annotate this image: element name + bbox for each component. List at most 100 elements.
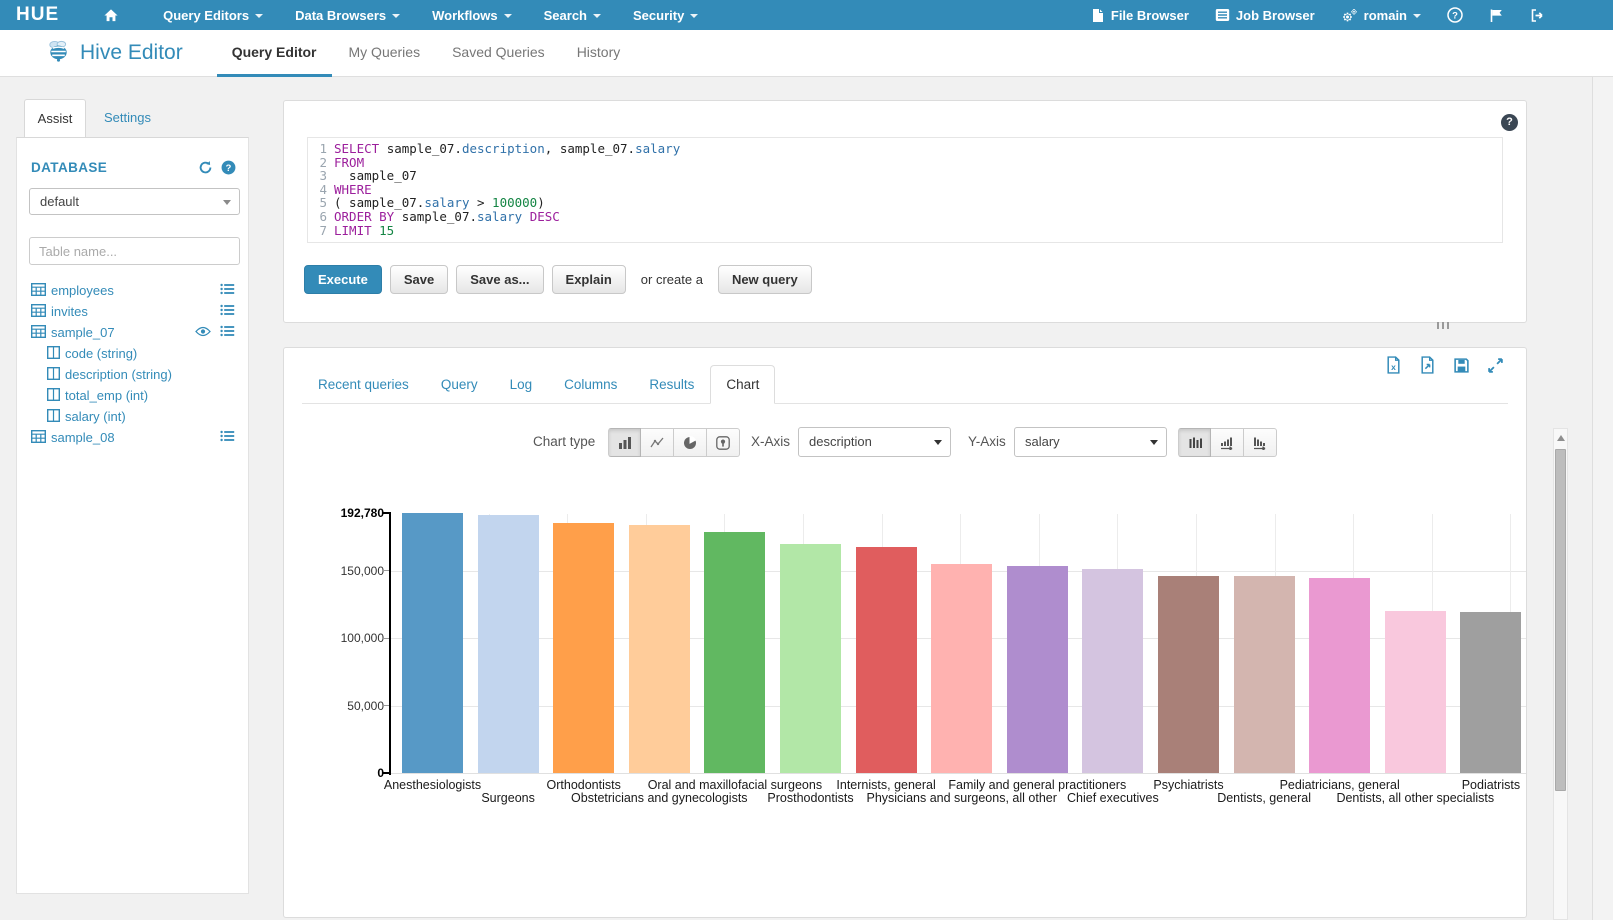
chart-type-bars-button[interactable] <box>608 428 641 457</box>
column-item-code[interactable]: code (string) <box>17 343 248 364</box>
chart-bar-anesthesiologists[interactable] <box>402 512 463 773</box>
column-name: total_emp (int) <box>65 388 149 403</box>
menu-query-editors[interactable]: Query Editors <box>147 0 279 30</box>
download-file-icon[interactable] <box>1419 356 1436 374</box>
menu-data-browsers[interactable]: Data Browsers <box>279 0 416 30</box>
chart-bar-orthodontists[interactable] <box>553 522 615 773</box>
nav-flag[interactable] <box>1476 0 1517 30</box>
explain-button[interactable]: Explain <box>551 265 626 294</box>
table-details-icon[interactable] <box>220 304 235 319</box>
chart-bar-pediatricians-general[interactable] <box>1309 577 1371 773</box>
expand-results-icon[interactable] <box>1487 357 1504 374</box>
chart-type-pie-button[interactable] <box>674 428 707 457</box>
chart-type-line-button[interactable] <box>641 428 674 457</box>
nav-romain[interactable]: romain <box>1328 0 1434 30</box>
result-tab-log[interactable]: Log <box>509 377 533 392</box>
hive-editor-home[interactable]: Hive Editor <box>45 37 183 70</box>
file-icon <box>1091 8 1105 23</box>
menu-label: Data Browsers <box>295 7 387 23</box>
subtab-query-editor[interactable]: Query Editor <box>216 30 332 77</box>
caret-down-icon <box>255 13 264 18</box>
nav-sign-out[interactable] <box>1517 0 1558 30</box>
chart-bar-prosthodontists[interactable] <box>780 543 841 773</box>
table-item-invites[interactable]: invites <box>17 301 248 322</box>
sort-ascending-button[interactable] <box>1211 428 1244 457</box>
sort-none-button[interactable] <box>1178 428 1211 457</box>
hue-logo[interactable]: HUE <box>16 4 60 25</box>
column-item-description[interactable]: description (string) <box>17 364 248 385</box>
x-axis-select[interactable]: description <box>798 427 951 457</box>
home-button[interactable] <box>103 8 119 23</box>
database-select[interactable]: default <box>29 188 240 215</box>
subtab-my-queries[interactable]: My Queries <box>348 43 421 60</box>
subtab-history[interactable]: History <box>576 43 621 60</box>
scrollbar-thumb[interactable] <box>1555 449 1566 791</box>
sql-line[interactable]: 4 WHERE <box>308 183 1502 197</box>
tab-assist[interactable]: Assist <box>24 99 86 138</box>
result-tab-columns[interactable]: Columns <box>564 377 618 392</box>
result-tab-chart[interactable]: Chart <box>710 365 776 404</box>
save-button[interactable]: Save <box>389 265 449 294</box>
table-details-icon[interactable] <box>220 325 235 340</box>
sql-line[interactable]: 6 ORDER BY sample_07. salary DESC <box>308 210 1502 224</box>
scroll-up-arrow-icon[interactable] <box>1557 435 1565 441</box>
execute-button[interactable]: Execute <box>304 265 382 294</box>
y-tick-mark <box>382 637 389 639</box>
y-tick-mark <box>382 772 389 774</box>
nav-file-browser[interactable]: File Browser <box>1078 0 1202 30</box>
column-item-salary[interactable]: salary (int) <box>17 406 248 427</box>
sql-line[interactable]: 2 FROM <box>308 155 1502 170</box>
table-details-icon[interactable] <box>220 283 235 298</box>
chart-bar-obstetricians-and-gynecologists[interactable] <box>628 525 690 773</box>
preview-eye-icon[interactable] <box>195 325 211 340</box>
chart-bar-surgeons[interactable] <box>477 514 539 773</box>
sql-line[interactable]: 3 sample_07 <box>308 169 1502 183</box>
column-item-total-emp[interactable]: total_emp (int) <box>17 385 248 406</box>
tab-settings[interactable]: Settings <box>104 110 151 125</box>
refresh-icon[interactable] <box>198 160 213 175</box>
y-tick-label: 100,000 <box>340 631 384 645</box>
chart-bar-dentists-all-other-specialists[interactable] <box>1384 611 1446 773</box>
sql-token: salary <box>477 208 523 224</box>
chart-bar-psychiatrists[interactable] <box>1158 575 1219 773</box>
chart-bar-physicians-and-surgeons-all-other[interactable] <box>931 563 993 773</box>
chart-bar-dentists-general[interactable] <box>1233 576 1295 773</box>
menu-search[interactable]: Search <box>528 0 617 30</box>
nav-help-circle[interactable]: ? <box>1434 0 1476 30</box>
table-details-icon[interactable] <box>220 430 235 445</box>
download-excel-icon[interactable]: x <box>1385 356 1402 374</box>
chart-bar-internists-general[interactable] <box>855 547 917 773</box>
sql-line[interactable]: 5 ( sample_07. salary > 100000) <box>308 196 1502 210</box>
caret-down-icon <box>1413 13 1421 18</box>
result-tab-recent-queries[interactable]: Recent queries <box>318 377 409 392</box>
sql-line[interactable]: 7 LIMIT 15 <box>308 223 1502 238</box>
sql-token: 100000 <box>492 195 538 211</box>
chart-bar-oral-and-maxillofacial-surgeons[interactable] <box>704 532 766 773</box>
menu-security[interactable]: Security <box>617 0 714 30</box>
chart-bar-chief-executives[interactable] <box>1082 568 1144 773</box>
save-as-button[interactable]: Save as... <box>456 265 544 294</box>
resize-grip[interactable] <box>1437 322 1449 329</box>
table-filter-input[interactable] <box>29 237 240 265</box>
chart-bar-podiatrists[interactable] <box>1460 612 1522 774</box>
result-tab-query[interactable]: Query <box>440 377 478 392</box>
table-item-employees[interactable]: employees <box>17 280 248 301</box>
menu-workflows[interactable]: Workflows <box>416 0 528 30</box>
sql-line[interactable]: 1 SELECT sample_07. description, sample_07… <box>308 142 1502 156</box>
editor-help-icon[interactable]: ? <box>1501 114 1518 131</box>
sql-editor[interactable]: 1 SELECT sample_07. description, sample_07… <box>307 137 1503 243</box>
line-number: 3 <box>319 168 327 184</box>
result-tab-results[interactable]: Results <box>649 377 695 392</box>
sort-descending-button[interactable] <box>1244 428 1277 457</box>
save-results-icon[interactable] <box>1453 357 1470 374</box>
database-help-icon[interactable]: ? <box>221 160 236 175</box>
subtab-saved-queries[interactable]: Saved Queries <box>452 43 545 60</box>
nav-job-browser[interactable]: Job Browser <box>1202 0 1328 30</box>
new-query-button[interactable]: New query <box>717 265 812 294</box>
table-item-sample-08[interactable]: sample_08 <box>17 427 248 448</box>
chart-bar-family-and-general-practitioners[interactable] <box>1006 565 1068 773</box>
chart-type-map-button[interactable] <box>707 428 740 457</box>
vertical-scrollbar[interactable] <box>1553 428 1568 920</box>
table-item-sample-07[interactable]: sample_07 <box>17 322 248 343</box>
y-axis-select[interactable]: salary <box>1014 427 1167 457</box>
